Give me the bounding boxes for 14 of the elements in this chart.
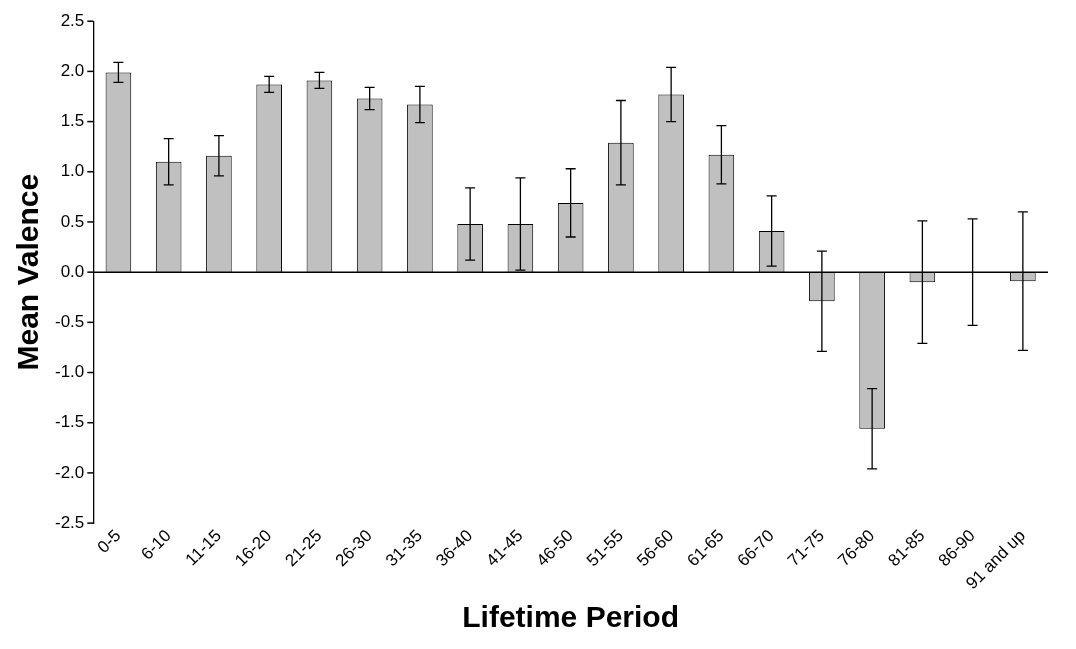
y-tick-label: -2.0 [55, 462, 85, 482]
y-tick-label: 0.5 [60, 211, 85, 231]
y-tick-label: 1.0 [60, 161, 85, 181]
y-tick-label: 0.0 [60, 261, 85, 281]
x-tick-label: 0-5 [93, 526, 125, 557]
y-tick-label: 1.5 [60, 111, 85, 131]
x-axis-title: Lifetime Period [462, 600, 680, 634]
y-tick-label: 2.5 [60, 10, 85, 30]
y-tick-label: -2.5 [55, 512, 85, 532]
y-tick-label: -0.5 [55, 312, 85, 332]
y-tick-label: -1.0 [55, 362, 85, 382]
y-axis-title: Mean Valence [11, 173, 45, 371]
y-tick-label: -1.5 [55, 412, 85, 432]
y-tick-label: 2.0 [60, 61, 85, 81]
